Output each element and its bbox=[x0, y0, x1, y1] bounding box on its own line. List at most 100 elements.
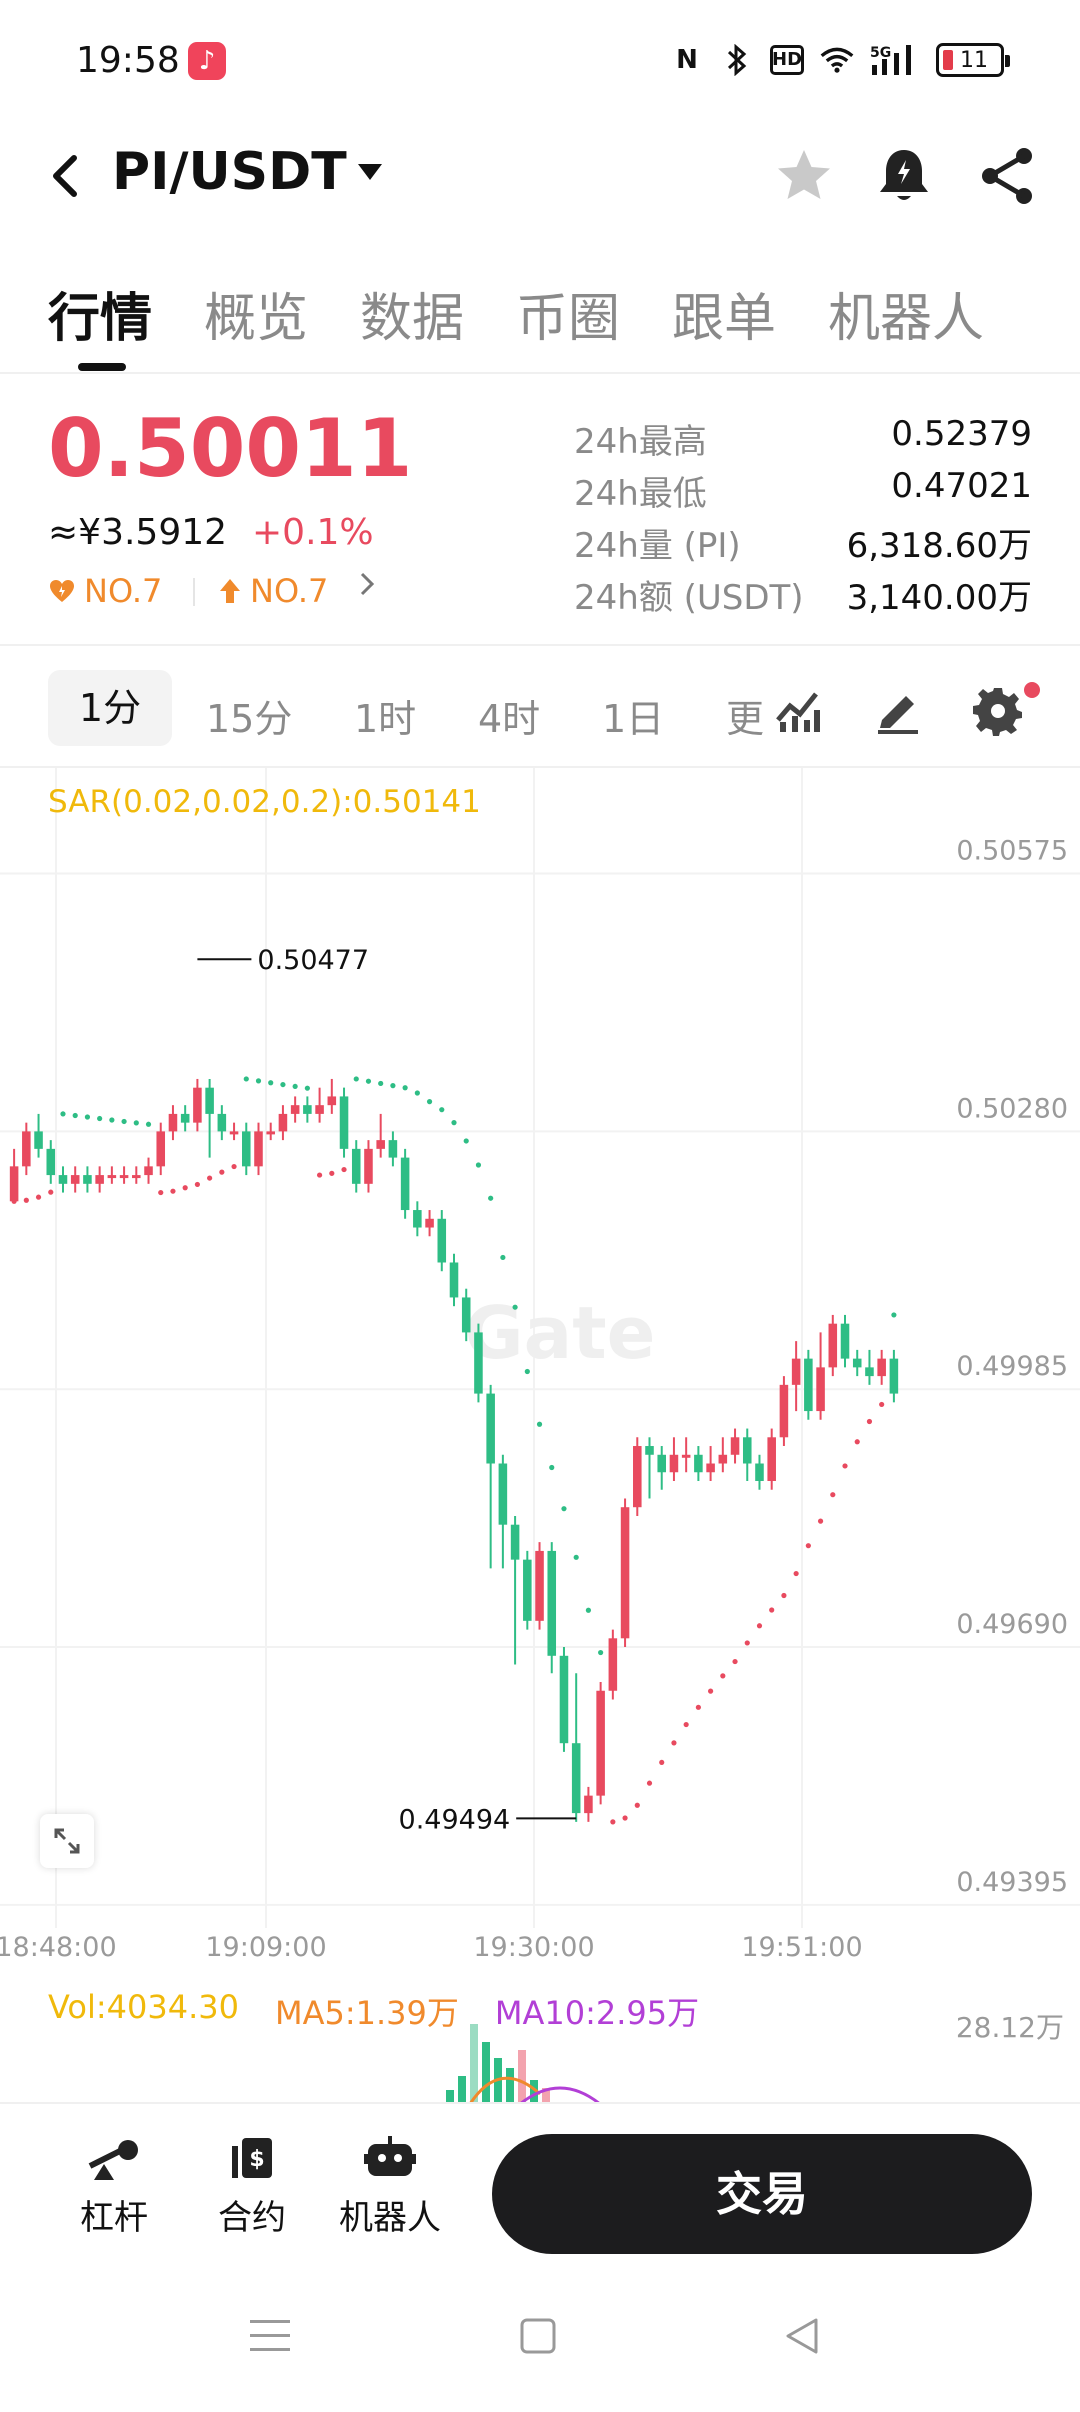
sar-dot bbox=[879, 1401, 885, 1408]
candle-body bbox=[437, 1218, 447, 1263]
sar-dot bbox=[793, 1570, 799, 1577]
alert-bell-icon[interactable] bbox=[872, 144, 936, 208]
chevron-right-icon[interactable] bbox=[356, 568, 378, 609]
sar-dot bbox=[720, 1673, 726, 1679]
tab-data[interactable]: 数据 bbox=[360, 289, 465, 349]
tab-overview[interactable]: 概览 bbox=[204, 289, 309, 349]
y-tick-label: 0.49395 bbox=[956, 1867, 1068, 1898]
candle-body bbox=[449, 1262, 459, 1298]
interval-15m[interactable]: 15分 bbox=[206, 697, 293, 741]
sar-dot bbox=[207, 1175, 213, 1181]
tab-bots[interactable]: 机器人 bbox=[828, 289, 985, 349]
sar-dot bbox=[817, 1518, 824, 1524]
candle-body bbox=[58, 1175, 68, 1184]
candle-body bbox=[278, 1113, 288, 1132]
candle-body bbox=[755, 1463, 764, 1481]
sar-dot bbox=[280, 1081, 286, 1088]
tab-copy-trade[interactable]: 跟单 bbox=[672, 289, 777, 349]
wifi-icon bbox=[820, 43, 854, 77]
stat-low-label: 24h最低 bbox=[574, 474, 707, 514]
sar-dot bbox=[182, 1185, 188, 1191]
sar-dot bbox=[231, 1163, 237, 1170]
candle-body bbox=[596, 1690, 605, 1796]
signal-icon: 5G bbox=[870, 43, 920, 77]
low-marker-label: 0.49494 bbox=[399, 1804, 511, 1835]
home-icon[interactable] bbox=[518, 2316, 558, 2360]
indicator-icon[interactable] bbox=[772, 684, 824, 736]
sar-dot bbox=[402, 1085, 408, 1091]
leverage-icon bbox=[88, 2140, 138, 2180]
interval-4h[interactable]: 4时 bbox=[478, 697, 541, 741]
stat-high-value: 0.52379 bbox=[891, 414, 1032, 454]
sar-dot bbox=[390, 1083, 396, 1089]
interval-more[interactable]: 更 bbox=[726, 697, 765, 741]
leverage-button[interactable]: 杠杆 bbox=[54, 2134, 174, 2239]
contract-button[interactable]: $ 合约 bbox=[192, 2134, 312, 2239]
interval-1m[interactable]: 1分 bbox=[48, 670, 172, 746]
star-icon[interactable] bbox=[772, 144, 836, 208]
pair-title[interactable]: PI/USDT bbox=[112, 142, 347, 202]
interval-1d[interactable]: 1日 bbox=[602, 697, 665, 741]
expand-icon[interactable] bbox=[40, 1814, 94, 1868]
candle-body bbox=[9, 1166, 19, 1202]
robot-button[interactable]: 机器人 bbox=[330, 2134, 450, 2239]
top-header: PI/USDT bbox=[0, 120, 1080, 240]
sar-dot bbox=[268, 1080, 274, 1086]
x-tick-label: 18:48:00 bbox=[0, 1932, 117, 1963]
gain-rank-label: NO.7 bbox=[250, 572, 329, 610]
sar-dot bbox=[744, 1640, 750, 1646]
bottom-action-bar: 杠杆 $ 合约 机器人 交易 bbox=[0, 2102, 1080, 2272]
candle-body bbox=[718, 1454, 728, 1464]
high-marker-label: 0.50477 bbox=[257, 945, 369, 976]
candle-body bbox=[95, 1175, 104, 1184]
candle-body bbox=[180, 1113, 190, 1123]
candle-body bbox=[339, 1096, 349, 1149]
back-triangle-icon[interactable] bbox=[782, 2316, 822, 2360]
trade-button[interactable]: 交易 bbox=[492, 2134, 1032, 2254]
candle-body bbox=[498, 1463, 508, 1525]
interval-1h[interactable]: 1时 bbox=[354, 697, 417, 741]
candle-body bbox=[144, 1166, 153, 1176]
sar-dot bbox=[23, 1197, 29, 1203]
sar-dot bbox=[561, 1506, 567, 1512]
sar-dot bbox=[243, 1076, 249, 1082]
tab-coin-circle[interactable]: 币圈 bbox=[516, 289, 621, 349]
caret-down-icon[interactable] bbox=[356, 162, 384, 186]
chart-axis: 0.50575 0.50280 0.49985 0.49690 0.49395 18:48… bbox=[0, 836, 1068, 1963]
candle-body bbox=[779, 1384, 789, 1438]
candle-body bbox=[266, 1131, 275, 1135]
volume-legend: Vol:4034.30 MA5:1.39万 MA10:2.95万 bbox=[48, 1988, 699, 2034]
sar-dot bbox=[695, 1704, 701, 1710]
candle-body bbox=[413, 1210, 422, 1228]
candle-body bbox=[205, 1087, 214, 1114]
stat-volume-label: 24h量 (PI) bbox=[574, 526, 741, 566]
candle-body bbox=[34, 1131, 43, 1149]
sar-dot bbox=[512, 1304, 518, 1310]
hot-rank[interactable]: NO.7 bbox=[48, 572, 162, 610]
draw-pencil-icon[interactable] bbox=[872, 684, 924, 736]
sar-dot bbox=[255, 1078, 262, 1084]
gain-rank[interactable]: NO.7 bbox=[218, 572, 328, 610]
x-tick-label: 19:51:00 bbox=[741, 1932, 862, 1963]
candle-body bbox=[742, 1437, 752, 1464]
sar-dot bbox=[84, 1114, 91, 1120]
gate-watermark: Gate bbox=[465, 1291, 656, 1375]
sar-dot bbox=[683, 1721, 689, 1728]
sar-dot bbox=[292, 1083, 298, 1090]
candlestick-chart[interactable]: Gate 0.50575 0.50280 0.49985 0.49690 0.49395… bbox=[0, 768, 1080, 1968]
candle-body bbox=[681, 1454, 691, 1458]
back-icon[interactable] bbox=[40, 146, 100, 206]
music-app-icon: ♪ bbox=[188, 42, 226, 80]
hd-icon: HD bbox=[770, 45, 804, 75]
candle-body bbox=[327, 1096, 337, 1106]
share-icon[interactable] bbox=[976, 144, 1040, 208]
candle-body bbox=[290, 1105, 300, 1114]
sar-dot bbox=[60, 1111, 66, 1117]
menu-icon[interactable] bbox=[248, 2316, 292, 2360]
candle-body bbox=[486, 1393, 495, 1464]
x-tick-label: 19:09:00 bbox=[205, 1932, 326, 1963]
candle-body bbox=[70, 1175, 80, 1184]
settings-gear-icon[interactable] bbox=[972, 684, 1024, 736]
candle-body bbox=[156, 1131, 166, 1167]
tab-market[interactable]: 行情 bbox=[48, 289, 153, 349]
